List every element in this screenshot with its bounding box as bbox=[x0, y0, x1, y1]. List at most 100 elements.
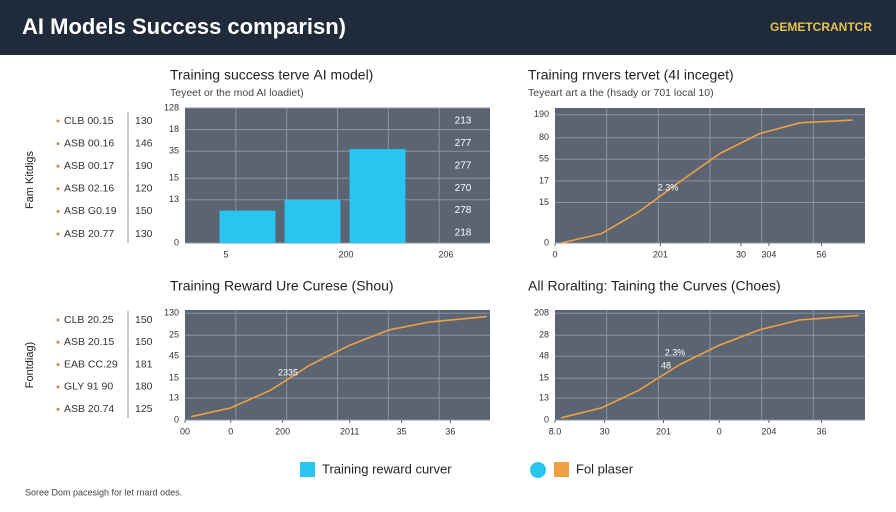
x-tick-label: 30 bbox=[736, 249, 746, 259]
bullet bbox=[56, 318, 60, 322]
x-tick-label: 8.0 bbox=[549, 426, 562, 436]
bar bbox=[219, 210, 276, 243]
y-tick-label: 25 bbox=[169, 330, 179, 340]
x-tick-label: 200 bbox=[338, 249, 353, 259]
annotation: 48 bbox=[661, 360, 671, 370]
x-tick-label: 5 bbox=[223, 249, 228, 259]
row-value: 130 bbox=[135, 115, 153, 127]
row-value: 150 bbox=[135, 205, 153, 217]
annotation: 2335 bbox=[278, 367, 298, 377]
y-tick-label: 128 bbox=[164, 102, 179, 112]
x-tick-label: 2011 bbox=[340, 426, 359, 436]
x-tick-label: 204 bbox=[761, 426, 776, 436]
annotation: 2.3% bbox=[658, 182, 679, 192]
y-tick-label: 208 bbox=[534, 308, 549, 318]
y-tick-label: 15 bbox=[169, 173, 179, 183]
legend-label: Fol plaser bbox=[576, 461, 634, 476]
x-tick-label: 206 bbox=[438, 249, 453, 259]
bar bbox=[284, 199, 341, 243]
x-tick-label: 0 bbox=[717, 426, 722, 436]
row-value: 146 bbox=[135, 137, 153, 149]
x-tick-label: 36 bbox=[445, 426, 455, 436]
chart-title: Training rnvers tervet (4I inceget) bbox=[528, 67, 734, 83]
source: Soree Dom pacesigh for let rnard odes. bbox=[25, 487, 182, 497]
legend-swatch bbox=[300, 462, 315, 477]
y-tick-label: 35 bbox=[169, 146, 179, 156]
legend-label: Training reward curver bbox=[322, 461, 452, 476]
bullet bbox=[56, 119, 60, 123]
bullet bbox=[56, 340, 60, 344]
row-value: 180 bbox=[135, 381, 153, 393]
annotation: 2.3% bbox=[665, 347, 686, 357]
chart-title: All Roralting: Taining the Curves (Choes… bbox=[528, 278, 781, 294]
header-bar bbox=[0, 0, 896, 55]
header-title: AI Models Success comparisn) bbox=[22, 14, 346, 39]
row-name: EAB CC.29 bbox=[64, 358, 118, 370]
row-value: 130 bbox=[135, 228, 153, 240]
x-tick-label: 201 bbox=[653, 249, 668, 259]
y-tick-label: 15 bbox=[169, 373, 179, 383]
y-tick-label: 15 bbox=[539, 197, 549, 207]
curve bbox=[561, 119, 853, 244]
bullet bbox=[56, 232, 60, 236]
annotation: 213 bbox=[455, 116, 472, 127]
row-value: 190 bbox=[135, 160, 153, 172]
row-name: CLB 20.25 bbox=[64, 314, 114, 326]
legend-swatch bbox=[554, 462, 569, 477]
y-tick-label: 55 bbox=[539, 154, 549, 164]
bullet bbox=[56, 164, 60, 168]
chart-title: Training success tervе AI model) bbox=[170, 67, 373, 83]
annotation: 277 bbox=[455, 160, 472, 171]
y-tick-label: 0 bbox=[174, 414, 179, 424]
x-tick-label: 201 bbox=[656, 426, 671, 436]
row-name: ASB 00.16 bbox=[64, 137, 114, 149]
bullet bbox=[56, 363, 60, 367]
row-name: ASB 02.16 bbox=[64, 183, 114, 195]
row-value: 181 bbox=[135, 358, 153, 370]
curve bbox=[190, 315, 487, 418]
y-tick-label: 17 bbox=[539, 175, 549, 185]
y-tick-label: 28 bbox=[539, 330, 549, 340]
y-tick-label: 45 bbox=[169, 351, 179, 361]
y-tick-label: 13 bbox=[539, 392, 549, 402]
curve bbox=[561, 314, 859, 419]
y-tick-label: 0 bbox=[174, 237, 179, 247]
annotation: 270 bbox=[455, 183, 472, 194]
row-name: CLB 00.15 bbox=[64, 115, 114, 127]
bullet bbox=[56, 187, 60, 191]
row-name: GLY 91 90 bbox=[64, 381, 113, 393]
row-value: 120 bbox=[135, 183, 153, 195]
y-tick-label: 0 bbox=[544, 237, 549, 247]
chart-subtitle: Teyeart art a the (hsady or 701 local 10… bbox=[528, 87, 714, 99]
x-tick-label: 0 bbox=[552, 249, 557, 259]
y-tick-label: 15 bbox=[539, 373, 549, 383]
logo: GEMETCRANTCR bbox=[770, 20, 872, 34]
row-name: ASB G0.19 bbox=[64, 205, 117, 217]
row-value: 150 bbox=[135, 336, 153, 348]
row-name: ASB 00.17 bbox=[64, 160, 114, 172]
x-tick-label: 00 bbox=[180, 426, 190, 436]
y-tick-label: 0 bbox=[544, 414, 549, 424]
annotation: 278 bbox=[455, 205, 472, 216]
legend-swatch bbox=[530, 462, 546, 478]
chart-subtitle: Teyeet or the mod AI loadiet) bbox=[170, 87, 304, 99]
y-tick-label: 130 bbox=[164, 308, 179, 318]
y-tick-label: 80 bbox=[539, 132, 549, 142]
row-value: 150 bbox=[135, 314, 153, 326]
bullet bbox=[56, 142, 60, 146]
side-label: Fontdiag) bbox=[24, 342, 36, 388]
bullet bbox=[56, 385, 60, 389]
x-tick-label: 35 bbox=[397, 426, 407, 436]
annotation: 277 bbox=[455, 138, 472, 149]
side-label: Fam Kitdigs bbox=[24, 150, 36, 209]
annotation: 218 bbox=[455, 228, 472, 239]
x-tick-label: 304 bbox=[761, 249, 776, 259]
row-name: ASB 20.77 bbox=[64, 228, 114, 240]
x-tick-label: 0 bbox=[228, 426, 233, 436]
row-value: 125 bbox=[135, 403, 153, 415]
y-tick-label: 48 bbox=[539, 351, 549, 361]
bullet bbox=[56, 407, 60, 411]
x-tick-label: 56 bbox=[817, 249, 827, 259]
